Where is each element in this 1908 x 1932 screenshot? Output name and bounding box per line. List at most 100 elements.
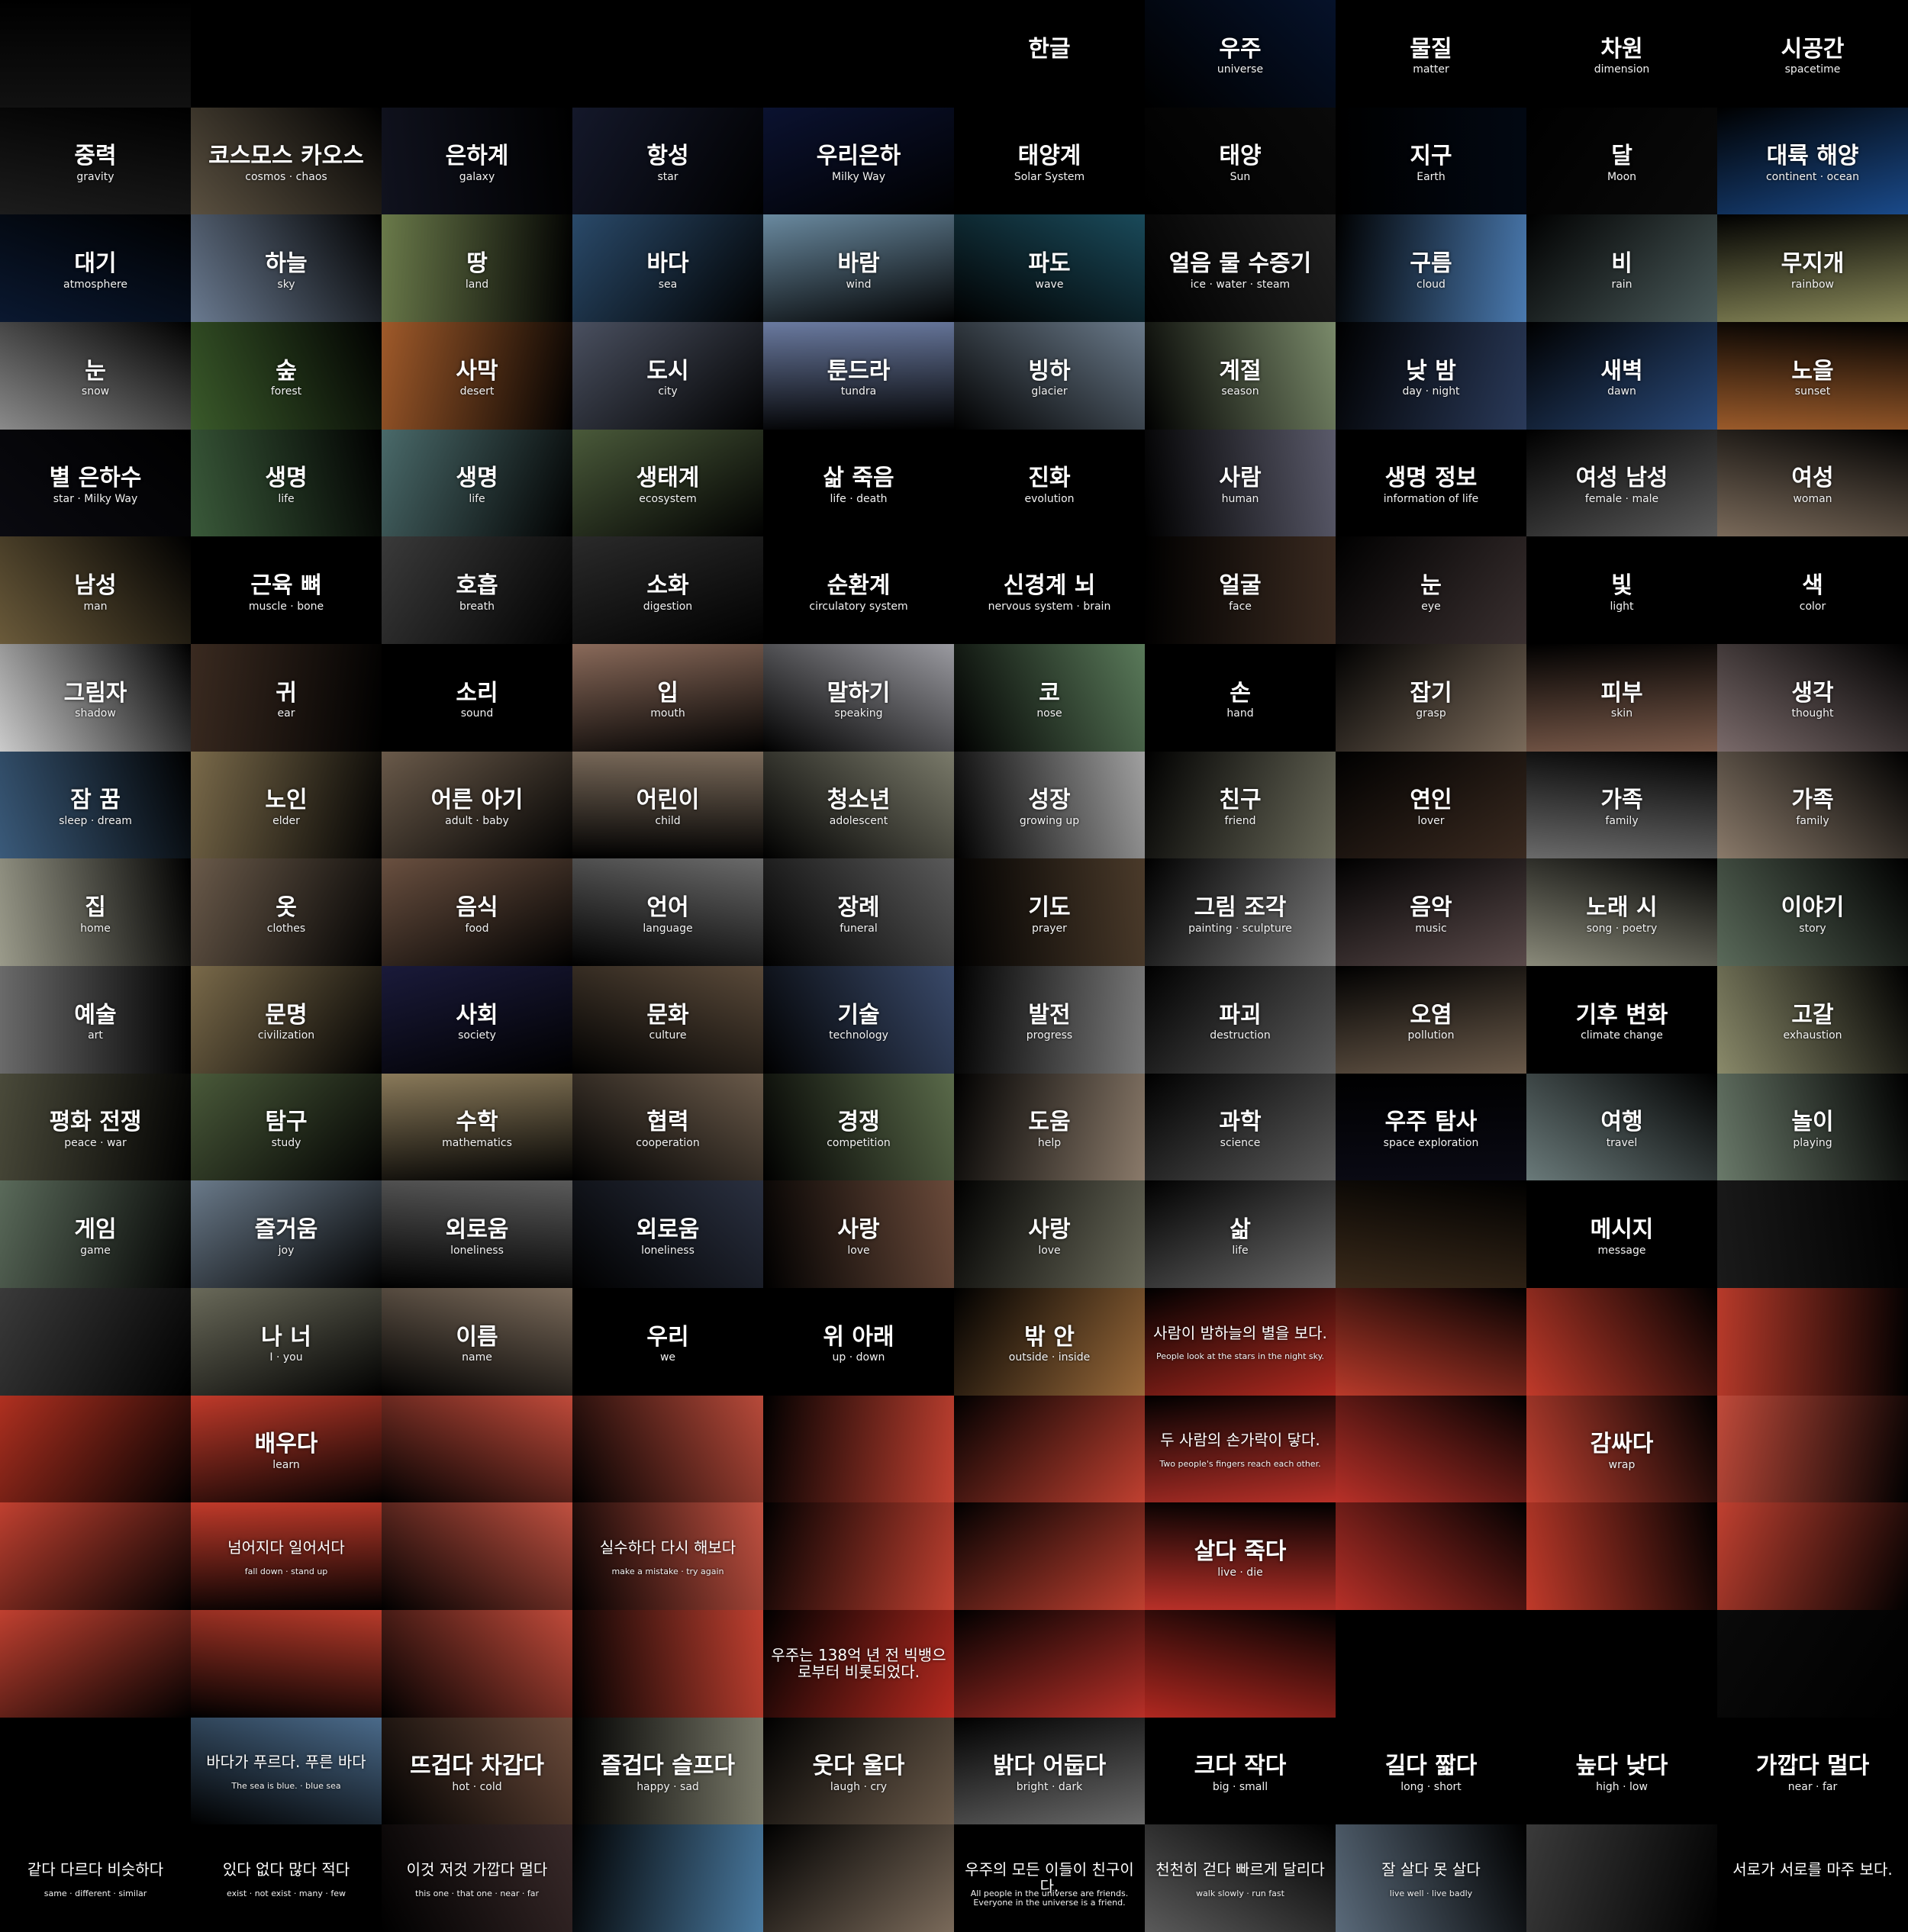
tile-english-label: love <box>847 1244 870 1257</box>
tile-korean-label: 손 <box>1230 679 1251 707</box>
tile-english-label: cosmos · chaos <box>245 171 327 184</box>
tile-korean-label: 위 아래 <box>823 1323 894 1351</box>
mosaic-tile: 기후 변화 climate change <box>1526 965 1717 1074</box>
tile-english-label: family <box>1605 814 1639 827</box>
tile-korean-label: 친구 <box>1219 787 1262 814</box>
mosaic-tile: 얼굴 face <box>1145 536 1336 644</box>
mosaic-tile <box>954 1395 1145 1503</box>
tile-korean-label: 소화 <box>646 572 689 600</box>
tile-english-label: shadow <box>75 707 116 720</box>
tile-english-label: information of life <box>1383 493 1479 506</box>
tile-english-label: mathematics <box>442 1136 512 1149</box>
tile-korean-label: 사랑 <box>837 1216 880 1244</box>
mosaic-tile: 놀이 playing <box>1717 1073 1908 1181</box>
mosaic-tile: 오염 pollution <box>1336 965 1526 1074</box>
tile-korean-label: 길다 짧다 <box>1384 1753 1478 1780</box>
tile-korean-label: 여성 남성 <box>1575 465 1668 492</box>
mosaic-tile: 땅 land <box>382 214 572 322</box>
mosaic-tile: 시공간 spacetime <box>1717 0 1908 108</box>
mosaic-tile: 달 Moon <box>1526 107 1717 215</box>
tile-english-label: bright · dark <box>1016 1780 1083 1793</box>
tile-korean-label: 눈 <box>85 357 106 385</box>
tile-korean-label: 은하계 <box>445 143 509 170</box>
mosaic-tile: 외로움 loneliness <box>382 1180 572 1288</box>
tile-korean-label: 천천히 걷다 빠르게 달리다 <box>1155 1860 1325 1879</box>
tile-english-label: same · different · similar <box>44 1888 147 1898</box>
tile-korean-label: 밖 안 <box>1024 1323 1075 1351</box>
mosaic-tile: 바다가 푸르다. 푸른 바다 The sea is blue. · blue se… <box>191 1717 382 1825</box>
tile-english-label: near · far <box>1787 1780 1838 1793</box>
tile-korean-label: 서로가 서로를 마주 보다. <box>1732 1860 1893 1879</box>
mosaic-tile: 근육 뼈 muscle · bone <box>191 536 382 644</box>
tile-english-label: travel <box>1606 1136 1638 1149</box>
mosaic-tile: 도시 city <box>572 321 763 430</box>
tile-english-label: lover <box>1417 814 1445 827</box>
tile-english-label: help <box>1037 1136 1062 1149</box>
mosaic-tile <box>572 1824 763 1932</box>
mosaic-tile: 친구 friend <box>1145 751 1336 859</box>
mosaic-tile <box>382 1502 572 1610</box>
mosaic-tile: 노래 시 song · poetry <box>1526 858 1717 966</box>
mosaic-tile: 구름 cloud <box>1336 214 1526 322</box>
tile-korean-label: 신경계 뇌 <box>1003 572 1096 600</box>
tile-korean-label: 우주 <box>1219 35 1262 63</box>
mosaic-tile <box>1717 1395 1908 1503</box>
tile-korean-label: 코스모스 카오스 <box>208 143 364 170</box>
tile-english-label: forest <box>270 385 302 398</box>
tile-korean-label: 기술 <box>837 1001 880 1029</box>
tile-english-label: big · small <box>1212 1780 1268 1793</box>
mosaic-tile <box>0 1287 191 1396</box>
tile-korean-label: 땅 <box>466 250 488 278</box>
tile-english-label: ecosystem <box>639 493 697 506</box>
tile-english-label: nervous system · brain <box>988 600 1111 613</box>
tile-english-label: female · male <box>1584 493 1659 506</box>
tile-english-label: music <box>1415 922 1447 935</box>
mosaic-tile <box>1526 1824 1717 1932</box>
tile-english-label: gravity <box>76 171 114 184</box>
mosaic-tile: 위 아래 up · down <box>763 1287 954 1396</box>
tile-korean-label: 놀이 <box>1791 1109 1834 1136</box>
tile-korean-label: 가족 <box>1791 787 1834 814</box>
tile-korean-label: 이름 <box>456 1323 498 1351</box>
tile-korean-label: 크다 작다 <box>1194 1753 1287 1780</box>
mosaic-tile: 은하계 galaxy <box>382 107 572 215</box>
mosaic-tile: 음악 music <box>1336 858 1526 966</box>
tile-korean-label: 외로움 <box>445 1216 509 1244</box>
tile-korean-label: 새벽 <box>1600 357 1643 385</box>
mosaic-tile: 생태계 ecosystem <box>572 429 763 537</box>
tile-korean-label: 문화 <box>646 1001 689 1029</box>
tile-korean-label: 말하기 <box>827 679 891 707</box>
tile-korean-label: 삶 죽음 <box>823 465 894 492</box>
tile-english-label: destruction <box>1210 1029 1271 1042</box>
tile-english-label: this one · that one · near · far <box>415 1888 539 1898</box>
mosaic-tile <box>1526 1287 1717 1396</box>
tile-korean-label: 두 사람의 손가락이 닿다. <box>1160 1431 1320 1450</box>
tile-english-label: galaxy <box>459 171 495 184</box>
mosaic-tile: 색 color <box>1717 536 1908 644</box>
mosaic-tile: 협력 cooperation <box>572 1073 763 1181</box>
tile-korean-label: 근육 뼈 <box>250 572 322 600</box>
mosaic-tile: 사막 desert <box>382 321 572 430</box>
mosaic-tile: 새벽 dawn <box>1526 321 1717 430</box>
tile-korean-label: 음악 <box>1410 894 1452 922</box>
tile-korean-label: 기후 변화 <box>1575 1001 1668 1029</box>
tile-korean-label: 음식 <box>456 894 498 922</box>
mosaic-tile: 넘어지다 일어서다 fall down · stand up <box>191 1502 382 1610</box>
tile-korean-label: 고갈 <box>1791 1001 1834 1029</box>
tile-korean-label: 잡기 <box>1410 679 1452 707</box>
tile-korean-label: 도움 <box>1028 1109 1071 1136</box>
mosaic-tile <box>572 0 763 108</box>
tile-english-label: man <box>83 600 108 613</box>
tile-english-label: light <box>1610 600 1634 613</box>
mosaic-tile <box>0 1395 191 1503</box>
mosaic-tile: 집 home <box>0 858 191 966</box>
mosaic-tile: 사회 society <box>382 965 572 1074</box>
mosaic-tile: 크다 작다 big · small <box>1145 1717 1336 1825</box>
mosaic-tile <box>0 0 191 108</box>
tile-english-label: People look at the stars in the night sk… <box>1155 1351 1325 1362</box>
tile-english-label: Earth <box>1416 171 1446 184</box>
mosaic-tile: 대기 atmosphere <box>0 214 191 322</box>
tile-english-label: sunset <box>1794 385 1831 398</box>
mosaic-tile <box>1336 1287 1526 1396</box>
tile-korean-label: 태양 <box>1219 143 1262 170</box>
